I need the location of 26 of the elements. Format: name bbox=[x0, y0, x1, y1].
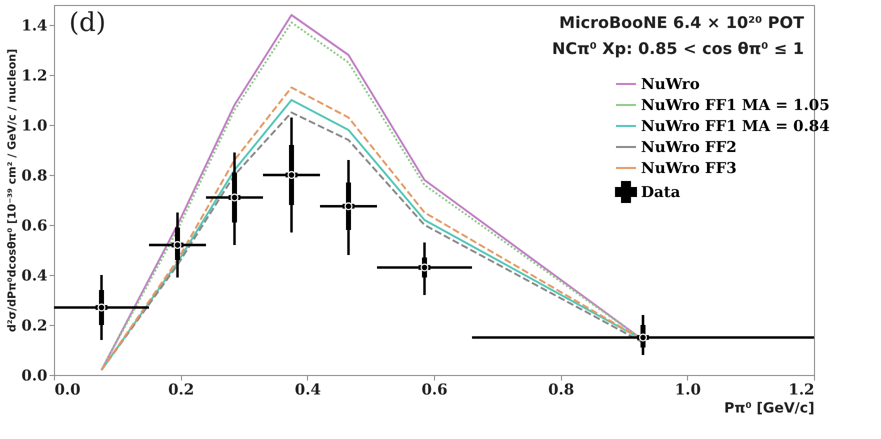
x-tick-label: 1.0 bbox=[674, 380, 701, 398]
x-tick-label: 1.2 bbox=[788, 380, 814, 398]
x-axis-title: Pπ⁰ [GeV/c] bbox=[724, 400, 814, 416]
y-tick-label: 1.2 bbox=[21, 66, 48, 84]
annotation: NCπ⁰ Xp: 0.85 < cos θπ⁰ ≤ 1 bbox=[552, 39, 804, 58]
x-tick-label: 0.4 bbox=[294, 380, 321, 398]
y-tick-label: 0.4 bbox=[21, 266, 48, 284]
y-tick-label: 0.6 bbox=[21, 216, 48, 234]
x-tick-label: 0.6 bbox=[421, 380, 448, 398]
x-tick-label: 0.0 bbox=[54, 380, 81, 398]
legend-label: NuWro FF1 MA = 0.84 bbox=[641, 117, 830, 135]
x-tick-label: 0.2 bbox=[168, 380, 194, 398]
y-tick-label: 0.0 bbox=[21, 366, 48, 384]
x-tick-label: 0.8 bbox=[548, 380, 574, 398]
legend-label: Data bbox=[641, 183, 681, 201]
legend-label: NuWro FF2 bbox=[641, 138, 737, 156]
y-tick-label: 1.4 bbox=[21, 16, 48, 34]
annotation: MicroBooNE 6.4 × 10²⁰ POT bbox=[559, 13, 804, 32]
legend-label: NuWro FF1 MA = 1.05 bbox=[641, 96, 830, 114]
legend-label: NuWro bbox=[641, 75, 700, 93]
y-axis-title: d²σ/dPπ⁰dcosθπ⁰ [10⁻³⁹ cm² / GeV/c / nucleon] bbox=[5, 48, 18, 332]
y-tick-label: 0.2 bbox=[21, 316, 48, 334]
annotation: (d) bbox=[69, 8, 106, 38]
y-tick-label: 1.0 bbox=[21, 116, 48, 134]
legend-label: NuWro FF3 bbox=[641, 159, 737, 177]
y-tick-label: 0.8 bbox=[21, 166, 48, 184]
